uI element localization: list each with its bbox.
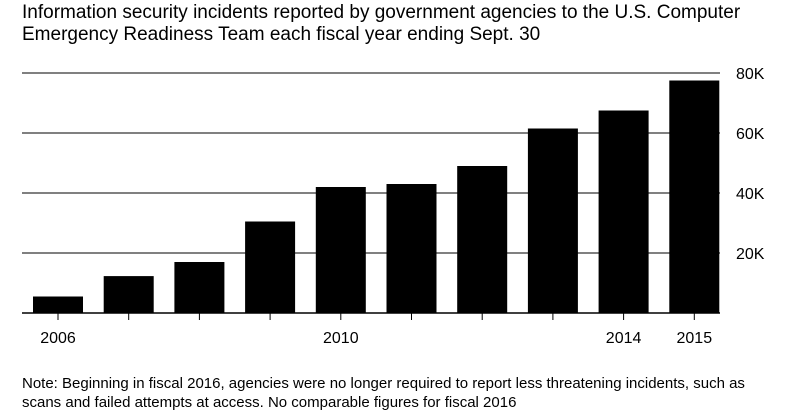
x-tick-label: 2015	[677, 330, 713, 347]
y-tick-label: 80K	[736, 66, 765, 83]
y-tick-label: 40K	[736, 186, 765, 203]
bar-2013	[527, 128, 578, 313]
y-axis-ticks: 20K 40K 60K 80K	[736, 66, 765, 263]
bar-2014	[598, 110, 649, 313]
bar-2012	[457, 166, 508, 313]
x-tick-label: 2010	[323, 330, 359, 347]
chart-note: Note: Beginning in fiscal 2016, agencies…	[22, 375, 745, 411]
x-tick-label: 2014	[606, 330, 642, 347]
y-tick-label: 20K	[736, 246, 765, 263]
y-tick-label: 60K	[736, 126, 765, 143]
bar-2007	[103, 276, 154, 313]
bar-2008	[174, 262, 225, 313]
bar-2009	[245, 221, 296, 313]
bar-2010	[315, 187, 366, 313]
bar-2006	[33, 296, 83, 313]
bar-chart: 20K 40K 60K 80K 2006 2010 2014 2015	[22, 66, 765, 347]
bar-2015	[669, 80, 720, 313]
bar-2011	[386, 184, 437, 313]
x-tick-label: 2006	[40, 330, 76, 347]
bars	[33, 80, 720, 313]
x-axis-ticks: 2006 2010 2014 2015	[40, 313, 712, 347]
chart-title: Information security incidents reported …	[22, 2, 741, 45]
